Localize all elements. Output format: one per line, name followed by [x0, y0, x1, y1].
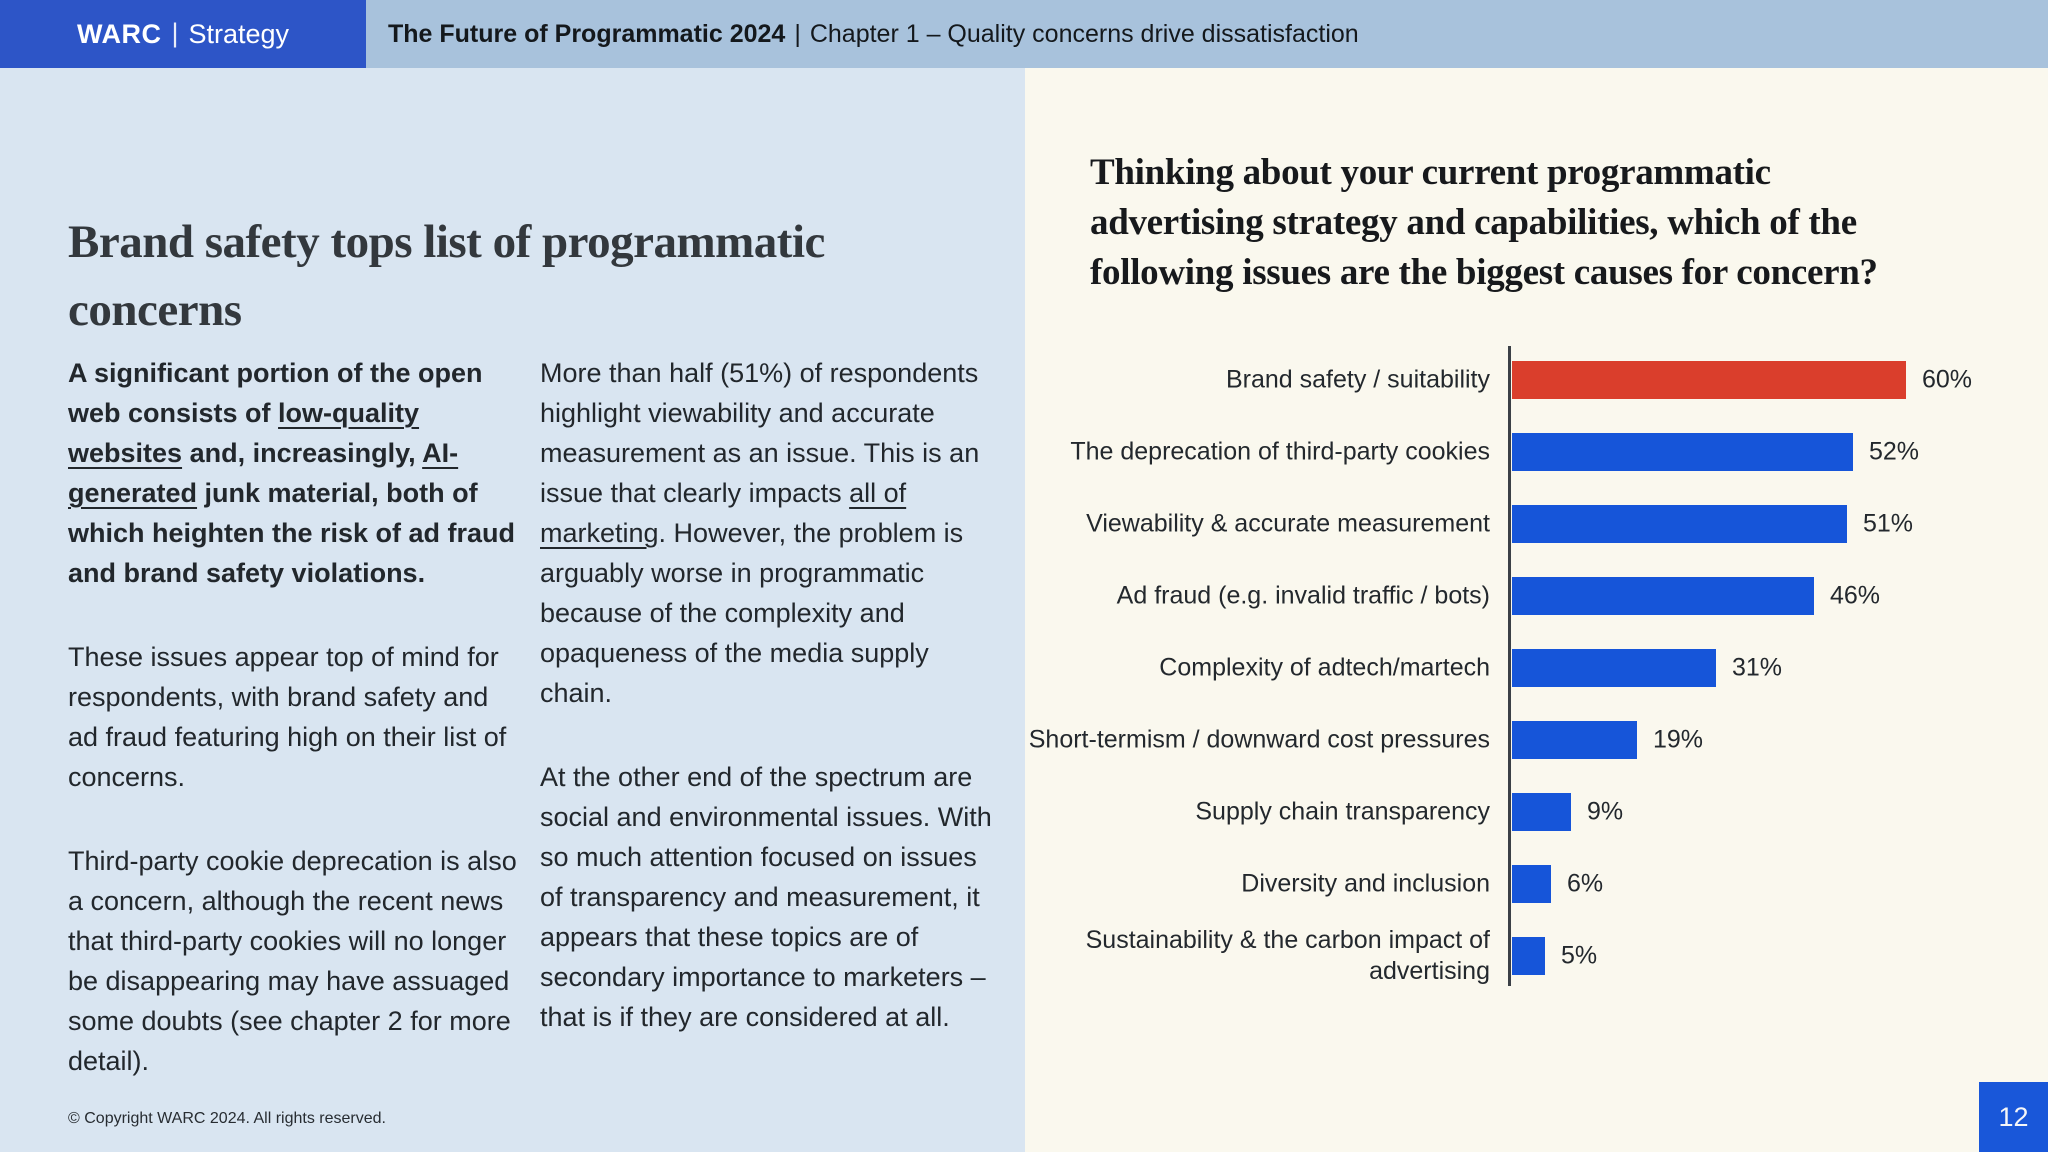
- bar: [1512, 793, 1571, 831]
- bar-chart: Brand safety / suitability 60% The depreca…: [1025, 344, 2048, 994]
- brand-divider: |: [171, 17, 179, 48]
- text-segment: . However, the problem is arguably worse…: [540, 518, 964, 708]
- inline-link[interactable]: AI-generated: [68, 438, 459, 508]
- bar-category-label: Sustainability & the carbon impact of ad…: [1085, 926, 1490, 985]
- text-column-1: A significant portion of the open web co…: [68, 353, 523, 1125]
- chart-row: Viewability & accurate measurement 51%: [1025, 488, 2048, 560]
- text-segment: and, increasingly,: [182, 438, 423, 468]
- paragraph: Third-party cookie deprecation is also a…: [68, 846, 517, 1076]
- header-bar: WARC | Strategy The Future of Programmat…: [0, 0, 2048, 68]
- paragraph: More than half (51%) of respondents high…: [540, 353, 1005, 713]
- chart-row: The deprecation of third-party cookies 52…: [1025, 416, 2048, 488]
- inline-link[interactable]: all of marketing: [540, 478, 907, 548]
- text-panel: Brand safety tops list of programmatic c…: [0, 68, 1025, 1152]
- bar: [1512, 649, 1716, 687]
- page-number-badge: 12: [1979, 1082, 2048, 1152]
- bar: [1512, 433, 1853, 471]
- chart-row: Complexity of adtech/martech 31%: [1025, 632, 2048, 704]
- bar: [1512, 865, 1551, 903]
- header-title: The Future of Programmatic 2024 | Chapte…: [388, 0, 1359, 68]
- paragraph-lead: A significant portion of the open web co…: [68, 353, 523, 593]
- bar-value-label: 9%: [1587, 797, 1624, 826]
- bar-value-label: 5%: [1561, 941, 1598, 970]
- copyright-notice: © Copyright WARC 2024. All rights reserv…: [68, 1110, 386, 1127]
- bar-category-label: Ad fraud (e.g. invalid traffic / bots): [1116, 581, 1490, 610]
- bar: [1512, 937, 1545, 975]
- bar-category-label: Complexity of adtech/martech: [1159, 653, 1490, 682]
- bar: [1512, 721, 1637, 759]
- chart-row: Diversity and inclusion 6%: [1025, 848, 2048, 920]
- chart-axis-line: [1508, 346, 1511, 986]
- bar-category-label: Diversity and inclusion: [1241, 869, 1490, 898]
- brand-name: WARC: [76, 18, 162, 49]
- bar: [1512, 577, 1814, 615]
- paragraph: At the other end of the spectrum are soc…: [540, 762, 992, 1032]
- bar-category-label: Brand safety / suitability: [1225, 365, 1490, 394]
- bar-value-label: 51%: [1863, 509, 1914, 538]
- chapter-title: Chapter 1 – Quality concerns drive dissa…: [809, 19, 1359, 48]
- bar-category-label: Viewability & accurate measurement: [1086, 509, 1490, 538]
- bar-value-label: 46%: [1830, 581, 1881, 610]
- doc-title: The Future of Programmatic 2024: [388, 19, 786, 48]
- chart-title: Thinking about your current programmatic…: [1090, 152, 1878, 293]
- text-segment: junk material, both of which heighten th…: [68, 478, 516, 588]
- text-segment: More than half (51%) of respondents high…: [540, 358, 980, 508]
- warc-logo: WARC | Strategy: [0, 0, 366, 68]
- bar: [1512, 361, 1906, 399]
- bar-value-label: 31%: [1732, 653, 1783, 682]
- bar-value-label: 6%: [1567, 869, 1604, 898]
- chart-panel: Thinking about your current programmatic…: [1025, 68, 2048, 1152]
- chart-row: Ad fraud (e.g. invalid traffic / bots) 46…: [1025, 560, 2048, 632]
- bar: [1512, 505, 1847, 543]
- chart-row: Brand safety / suitability 60%: [1025, 344, 2048, 416]
- chart-row: Supply chain transparency 9%: [1025, 776, 2048, 848]
- bar-category-label: Short-termism / downward cost pressures: [1028, 725, 1490, 754]
- bar-value-label: 52%: [1869, 437, 1920, 466]
- chart-row: Sustainability & the carbon impact of ad…: [1025, 920, 2048, 992]
- paragraph: These issues appear top of mind for resp…: [68, 642, 507, 792]
- bar-value-label: 19%: [1653, 725, 1704, 754]
- text-column-2: More than half (51%) of respondents high…: [540, 353, 1005, 1081]
- page-title: Brand safety tops list of programmatic c…: [68, 216, 825, 336]
- inline-link[interactable]: low-quality websites: [68, 398, 420, 468]
- text-segment: A significant portion of the open web co…: [68, 358, 483, 428]
- bar-value-label: 60%: [1922, 365, 1973, 394]
- header-divider: |: [794, 19, 801, 48]
- page-number: 12: [1998, 1101, 2029, 1132]
- chart-row: Short-termism / downward cost pressures 1…: [1025, 704, 2048, 776]
- bar-category-label: The deprecation of third-party cookies: [1070, 437, 1490, 466]
- bar-category-label: Supply chain transparency: [1195, 797, 1490, 826]
- brand-suffix: Strategy: [188, 18, 290, 49]
